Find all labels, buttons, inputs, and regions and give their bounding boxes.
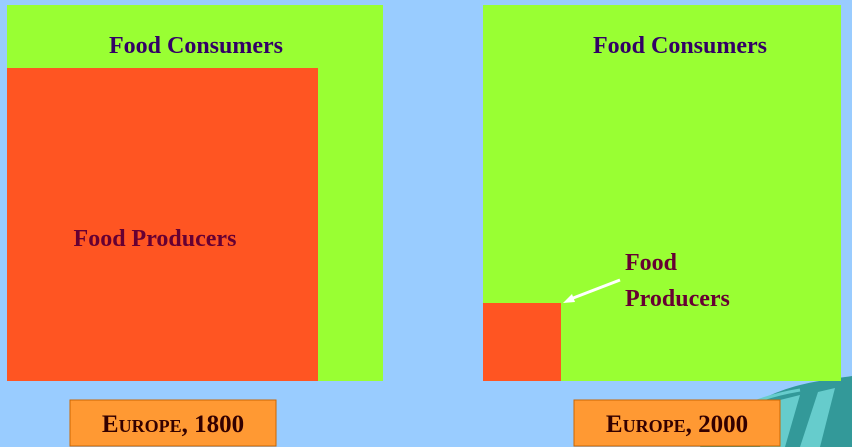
consumers-label: Food Consumers [593, 33, 767, 59]
caption: Europe, 2000 [606, 411, 748, 438]
caption: Europe, 1800 [102, 411, 244, 438]
consumers-label: Food Consumers [109, 33, 283, 59]
caption-box [69, 399, 277, 447]
producers-label: Food [625, 250, 678, 276]
producers-label: Food Producers [74, 226, 237, 252]
producers-area [483, 303, 561, 381]
arrow [567, 278, 621, 302]
producers-label: Producers [625, 286, 730, 312]
caption-box [573, 399, 781, 447]
producers-area [7, 68, 318, 381]
arrow-head [563, 294, 575, 303]
